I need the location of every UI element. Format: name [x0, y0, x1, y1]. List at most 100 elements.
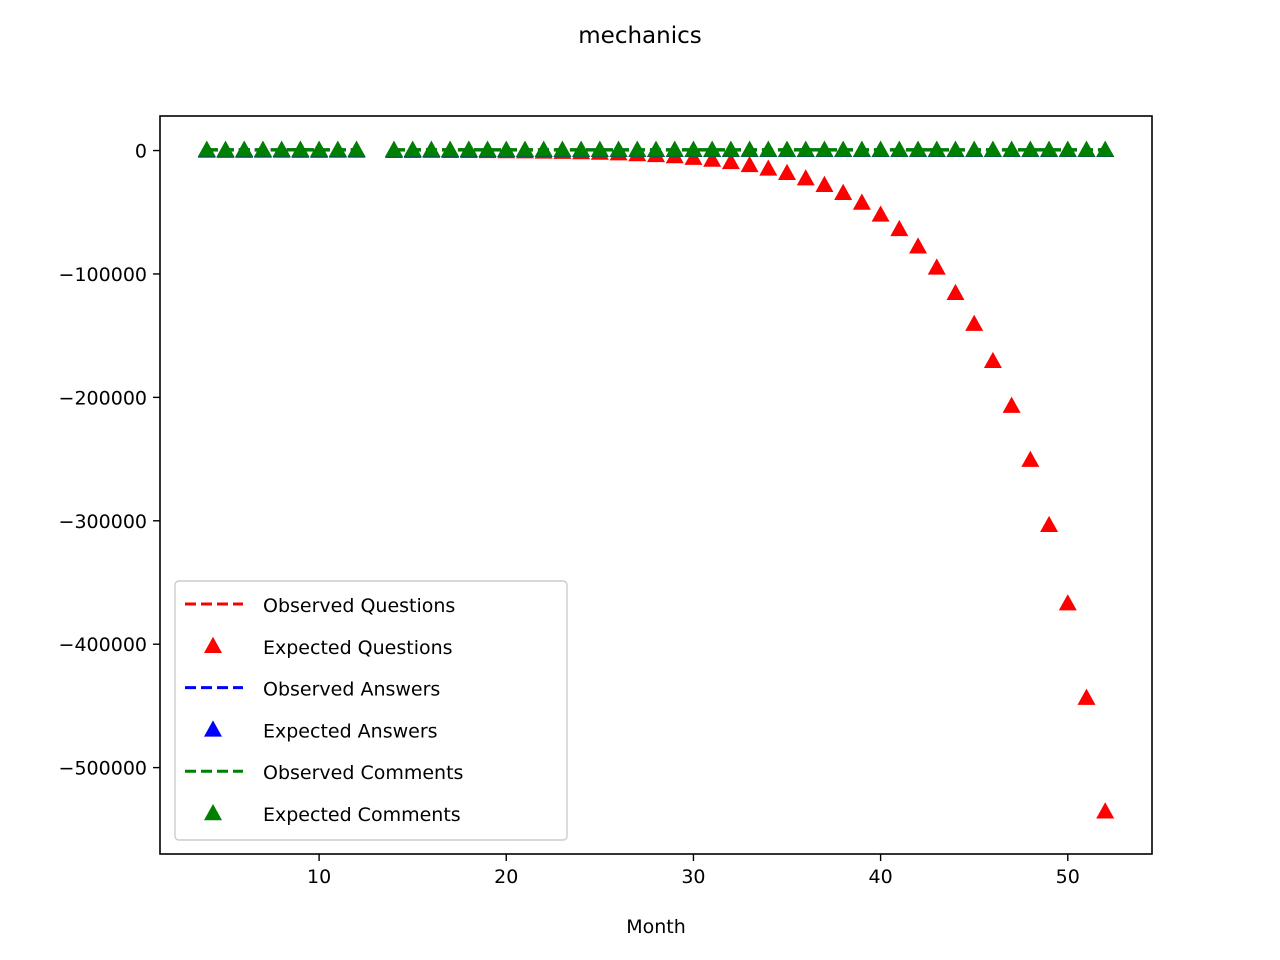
expected-comments-point — [815, 140, 834, 157]
expected-questions-point — [796, 169, 815, 186]
expected-questions-point — [1040, 515, 1059, 533]
legend-label-observed-answers: Observed Answers — [263, 679, 440, 701]
expected-comments-point — [684, 140, 703, 157]
expected-comments-point — [1002, 140, 1021, 157]
legend: Observed Questions Expected Questions Obse… — [174, 580, 568, 841]
expected-comments-point — [890, 140, 909, 157]
legend-frame — [174, 580, 568, 841]
x-tick-label: 40 — [869, 866, 893, 888]
chart-title: mechanics — [578, 23, 701, 49]
legend-label-expected-answers: Expected Answers — [263, 720, 438, 742]
expected-comments-point — [909, 140, 928, 157]
expected-comments-point — [871, 140, 890, 157]
expected-comments-point — [478, 140, 497, 157]
expected-comments-point — [235, 140, 254, 157]
y-tick-label: 0 — [135, 141, 147, 163]
y-tick-label: −300000 — [59, 511, 147, 533]
x-tick-label: 20 — [494, 866, 518, 888]
expected-questions-point — [815, 175, 834, 192]
expected-comments-point — [291, 140, 310, 157]
expected-comments-point — [384, 140, 403, 157]
expected-questions-point — [927, 258, 946, 275]
expected-comments-point — [272, 140, 291, 157]
y-tick-label: −100000 — [59, 264, 147, 286]
expected-comments-point — [1058, 140, 1077, 157]
expected-questions-point — [871, 205, 890, 222]
x-tick-label: 30 — [681, 866, 705, 888]
legend-label-observed-questions: Observed Questions — [263, 595, 455, 617]
expected-questions-point — [1002, 396, 1021, 413]
expected-comments-point — [740, 140, 759, 157]
legend-swatch-expected-questions — [204, 636, 222, 653]
expected-comments-point — [1077, 140, 1096, 157]
expected-questions-point — [1096, 802, 1115, 819]
expected-comments-point — [590, 140, 609, 157]
legend-entries: Observed Questions Expected Questions Obse… — [185, 595, 463, 826]
plot-frame — [159, 115, 1153, 855]
y-tick-label: −200000 — [59, 387, 147, 409]
expected-comments-point — [441, 140, 460, 157]
expected-questions-point — [721, 152, 740, 170]
expected-comments-point — [946, 140, 965, 157]
expected-comments-point — [328, 140, 347, 157]
y-axis: 0 −100000 −200000 −300000 −400000 −500000 — [59, 141, 160, 780]
expected-comments-point — [852, 140, 871, 157]
expected-comments-point — [572, 140, 591, 157]
expected-questions-point — [852, 193, 871, 210]
expected-questions-point — [834, 183, 853, 200]
expected-comments-point — [778, 140, 797, 157]
expected-comments-point — [609, 140, 628, 157]
expected-questions-point — [740, 155, 759, 173]
expected-comments-point — [253, 140, 272, 157]
expected-comments-point — [834, 140, 853, 157]
expected-comments-point — [1021, 140, 1040, 157]
legend-swatch-expected-answers — [204, 720, 222, 737]
expected-comments-point — [515, 140, 534, 157]
expected-comments-point — [534, 140, 553, 157]
expected-comments-point — [983, 140, 1002, 157]
expected-comments-point — [927, 140, 946, 157]
expected-comments-point — [553, 140, 572, 157]
expected-comments-point — [965, 140, 984, 157]
expected-comments-point — [459, 140, 478, 157]
expected-comments-point — [310, 140, 329, 157]
y-tick-label: −400000 — [59, 634, 147, 656]
expected-comments-point — [216, 140, 235, 157]
expected-questions-point — [1021, 450, 1040, 467]
expected-comments-point — [403, 140, 422, 157]
expected-questions-point — [909, 237, 928, 254]
legend-label-expected-comments: Expected Comments — [263, 804, 461, 826]
expected-comments-point — [347, 140, 366, 157]
expected-comments-point — [796, 140, 815, 157]
expected-questions-point — [965, 314, 984, 331]
expected-questions-point — [1077, 688, 1096, 705]
expected-comments-point — [665, 140, 684, 157]
expected-comments-point — [721, 140, 740, 157]
expected-questions-point — [1058, 594, 1077, 611]
series-layer — [197, 140, 1115, 819]
x-tick-label: 50 — [1056, 866, 1080, 888]
legend-swatch-expected-comments — [204, 804, 222, 821]
x-tick-label: 10 — [307, 866, 331, 888]
expected-comments-point — [647, 140, 665, 157]
legend-label-observed-comments: Observed Comments — [263, 762, 463, 784]
x-axis: 10 20 30 40 50 — [307, 854, 1080, 888]
expected-comments-point — [703, 140, 722, 157]
expected-questions-point — [778, 163, 797, 180]
expected-questions-point — [759, 159, 778, 176]
expected-questions-point — [946, 283, 965, 301]
expected-comments-point — [497, 140, 516, 157]
expected-questions-point — [983, 351, 1002, 369]
expected-comments-point — [759, 140, 778, 157]
expected-comments-point — [197, 140, 216, 157]
legend-label-expected-questions: Expected Questions — [263, 637, 453, 659]
y-tick-label: −500000 — [59, 758, 147, 780]
expected-comments-point — [1096, 140, 1115, 157]
expected-questions-point — [703, 150, 722, 167]
expected-comments-point — [1040, 140, 1059, 157]
expected-questions-point — [890, 219, 909, 237]
expected-comments-point — [422, 140, 441, 157]
x-axis-label: Month — [626, 916, 686, 938]
expected-comments-point — [628, 140, 647, 157]
